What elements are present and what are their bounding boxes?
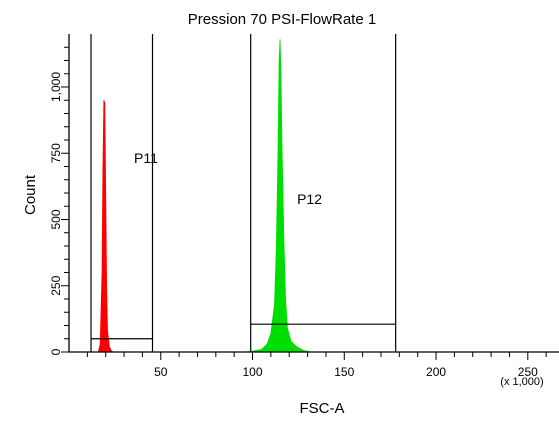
- y-tick-label: 750: [49, 143, 63, 163]
- y-tick-label: 500: [49, 209, 63, 229]
- x-tick-label: 50: [154, 365, 168, 379]
- x-tick-label: 200: [426, 365, 446, 379]
- y-axis-label: Count: [22, 174, 39, 215]
- chart-title: Pression 70 PSI-FlowRate 1: [188, 11, 376, 28]
- gate-label-p11: P11: [134, 150, 158, 166]
- gate-label-p12: P12: [297, 191, 322, 207]
- x-axis-unit-label: (x 1,000): [500, 376, 543, 388]
- x-tick-label: 100: [243, 365, 263, 379]
- x-tick-label: 150: [334, 365, 354, 379]
- series-area-2: [245, 39, 312, 353]
- series-area-1: [97, 100, 115, 353]
- y-tick-label: 250: [49, 275, 63, 295]
- x-tick-label: 250: [518, 365, 538, 379]
- series-layer: [97, 39, 312, 353]
- y-tick-label: 0: [49, 348, 63, 355]
- gate-layer: P11 P12: [90, 34, 397, 352]
- y-tick-label: 1,000: [49, 72, 63, 102]
- y-tick-layer: 0 250 500 750 1,000: [49, 46, 69, 355]
- x-axis-label: FSC-A: [300, 400, 345, 417]
- x-tick-layer: 50 100 150 200 250: [86, 352, 547, 379]
